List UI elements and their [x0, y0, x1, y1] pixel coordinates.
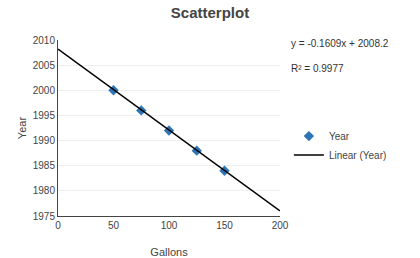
svg-text:2010: 2010 — [33, 35, 56, 46]
svg-text:1980: 1980 — [33, 185, 56, 196]
svg-text:2000: 2000 — [33, 85, 56, 96]
svg-text:0: 0 — [55, 220, 61, 231]
svg-text:1975: 1975 — [33, 211, 56, 222]
svg-text:Linear (Year): Linear (Year) — [329, 150, 386, 161]
svg-text:200: 200 — [272, 220, 289, 231]
svg-text:Scatterplot: Scatterplot — [171, 4, 249, 21]
svg-text:Year: Year — [329, 131, 350, 142]
svg-text:1995: 1995 — [33, 110, 56, 121]
svg-text:100: 100 — [161, 220, 178, 231]
svg-text:2005: 2005 — [33, 60, 56, 71]
svg-text:y = -0.1609x + 2008.2: y = -0.1609x + 2008.2 — [291, 38, 389, 49]
svg-text:Year: Year — [16, 117, 28, 140]
svg-text:50: 50 — [108, 220, 120, 231]
svg-text:150: 150 — [216, 220, 233, 231]
svg-text:R² = 0.9977: R² = 0.9977 — [291, 63, 344, 74]
svg-text:1990: 1990 — [33, 135, 56, 146]
svg-text:1985: 1985 — [33, 160, 56, 171]
svg-text:Gallons: Gallons — [150, 246, 188, 258]
